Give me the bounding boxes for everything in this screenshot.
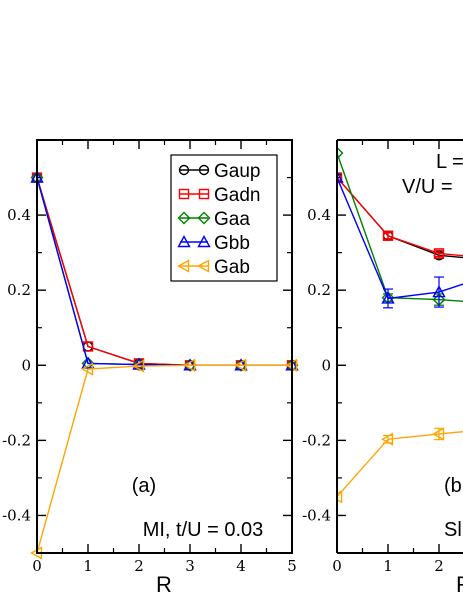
x-tick-label: 3 xyxy=(185,557,195,575)
panel-a-tick-labels: 0 1 2 3 4 5 -0.4 -0.2 0 0.2 0.4 xyxy=(2,206,297,575)
data-point-gbb xyxy=(432,285,446,298)
y-tick-label: 0.4 xyxy=(307,206,331,224)
y-tick-label: 0.2 xyxy=(307,281,331,299)
x-tick-label: 2 xyxy=(134,557,144,575)
series-line-gadn xyxy=(336,177,463,257)
series-line-gbb xyxy=(336,177,463,300)
data-point-gab xyxy=(432,427,445,441)
y-tick-label: -0.2 xyxy=(302,431,331,449)
x-tick-label: 1 xyxy=(83,557,93,575)
panel-b-annotation-bottom: Sl xyxy=(444,519,462,541)
y-tick-label: -0.2 xyxy=(2,431,31,449)
series-line-gaa xyxy=(336,152,463,303)
data-point-gbb xyxy=(81,356,95,369)
data-point-gaa xyxy=(132,358,146,372)
data-point-gaa xyxy=(183,358,197,372)
data-point-gab xyxy=(381,432,394,446)
x-tick-label: 0 xyxy=(332,557,342,575)
data-point-gab xyxy=(132,359,145,373)
data-point-gaa xyxy=(234,358,248,372)
y-tick-label: 0.2 xyxy=(7,281,31,299)
data-point-gab xyxy=(81,362,94,376)
legend-label-gab: Gab xyxy=(214,257,250,278)
legend-marker-gaa xyxy=(197,211,211,225)
data-point-gab xyxy=(234,358,247,372)
legend-label-gaup: Gaup xyxy=(214,161,260,182)
panel-b-annotation-line1: L = xyxy=(436,151,463,173)
legend-marker-gaup xyxy=(198,164,210,176)
panel-a-annotation: MI, t/U = 0.03 xyxy=(143,519,264,541)
legend-marker-gbb xyxy=(177,235,191,248)
panel-b-series xyxy=(336,146,463,504)
x-tick-label: 1 xyxy=(383,557,393,575)
data-point-gbb xyxy=(381,291,395,304)
panel-a-xlabel: R xyxy=(156,572,172,597)
legend-marker-gadn xyxy=(198,188,210,200)
legend-label-gadn: Gadn xyxy=(214,185,260,206)
panel-a-frame xyxy=(36,139,293,554)
legend-marker-gaup xyxy=(178,164,190,176)
panel-b-tick-labels: 0 1 2 -0.4 -0.2 0 0.2 0.4 xyxy=(302,206,444,575)
panel-a-series xyxy=(30,170,299,560)
panel-a: 0 1 2 3 4 5 -0.4 -0.2 0 0.2 0.4 R (a) MI, t/U = 0.… xyxy=(2,139,299,597)
y-tick-label: -0.4 xyxy=(302,506,331,524)
legend-items: Gaup Gadn Gaa Gbb Gab xyxy=(177,161,260,278)
x-tick-label: 2 xyxy=(434,557,444,575)
data-point-gadn xyxy=(382,230,394,241)
y-tick-label: 0 xyxy=(21,356,31,374)
legend-marker-gab xyxy=(177,259,190,273)
legend-marker-gab xyxy=(197,259,210,273)
data-point-gadn xyxy=(433,248,445,259)
x-tick-label: 0 xyxy=(32,557,42,575)
y-tick-label: -0.4 xyxy=(2,506,31,524)
y-tick-label: 0.4 xyxy=(7,206,31,224)
legend-label-gaa: Gaa xyxy=(214,209,250,230)
panel-b-xlabel: R xyxy=(456,572,463,597)
data-point-gab xyxy=(183,358,196,372)
panel-a-label: (a) xyxy=(132,475,156,497)
legend-label-gbb: Gbb xyxy=(214,233,250,254)
legend-marker-gbb xyxy=(197,235,211,248)
series-line-gab xyxy=(36,364,292,554)
legend-marker-gaa xyxy=(177,211,191,225)
legend-marker-gadn xyxy=(178,188,190,200)
legend: Gaup Gadn Gaa Gbb Gab xyxy=(170,154,278,282)
panel-b-annotation-line2: V/U = xyxy=(402,176,453,198)
panel-b: 0 1 2 -0.4 -0.2 0 0.2 0.4 R L = V/U = (b Sl xyxy=(302,139,463,597)
series-line-gab xyxy=(336,430,463,498)
x-tick-label: 4 xyxy=(236,557,246,575)
y-tick-label: 0 xyxy=(321,356,331,374)
x-tick-label: 5 xyxy=(287,557,297,575)
panel-b-label: (b xyxy=(444,475,462,497)
